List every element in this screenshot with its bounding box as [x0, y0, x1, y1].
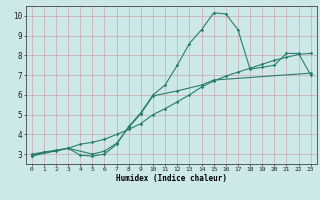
X-axis label: Humidex (Indice chaleur): Humidex (Indice chaleur) — [116, 174, 227, 183]
